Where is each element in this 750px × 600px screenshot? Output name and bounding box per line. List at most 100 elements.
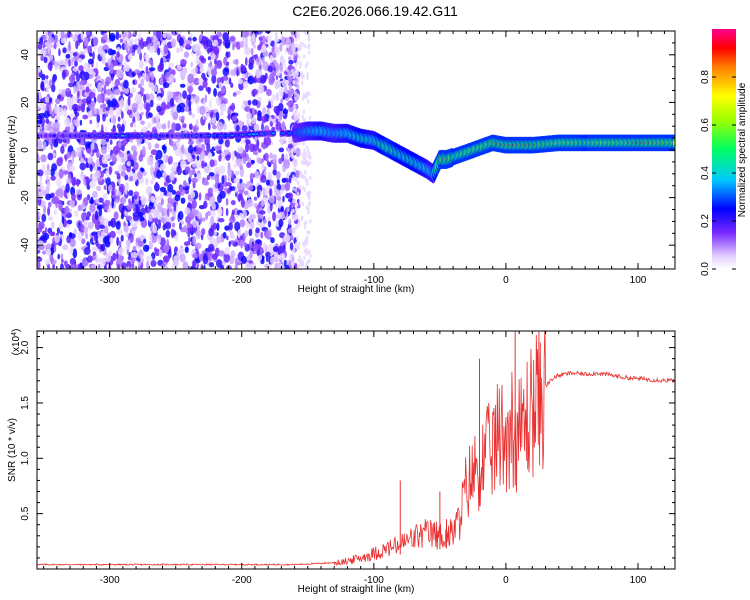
noise-blob — [184, 104, 189, 113]
noise-blob — [90, 142, 95, 151]
noise-blob — [228, 240, 231, 248]
noise-blob — [228, 255, 235, 265]
noise-blob — [295, 242, 298, 247]
noise-blob — [195, 242, 202, 250]
noise-blob — [192, 44, 199, 53]
noise-blob — [299, 61, 302, 67]
noise-blob — [284, 182, 291, 192]
noise-blob — [287, 148, 291, 153]
noise-blob — [292, 216, 296, 221]
noise-blob — [256, 157, 262, 164]
noise-blob — [75, 189, 83, 195]
noise-blob — [279, 253, 286, 261]
noise-blob — [175, 91, 180, 97]
noise-blob — [248, 263, 255, 269]
noise-blob — [205, 112, 210, 119]
noise-blob — [40, 80, 45, 90]
noise-blob — [89, 180, 96, 188]
noise-blob — [213, 39, 219, 46]
noise-blob — [163, 189, 168, 196]
noise-blob — [162, 255, 170, 263]
noise-blob — [98, 197, 104, 203]
noise-blob — [72, 56, 76, 63]
noise-blob — [295, 161, 298, 167]
noise-blob — [245, 56, 248, 66]
noise-blob — [72, 52, 78, 57]
noise-blob — [267, 243, 275, 254]
noise-blob — [175, 31, 183, 34]
noise-blob — [261, 56, 265, 64]
noise-blob — [71, 34, 77, 41]
noise-blob — [295, 147, 301, 158]
noise-blob — [287, 192, 294, 199]
noise-blob — [266, 88, 272, 97]
noise-blob — [38, 72, 42, 77]
noise-blob — [157, 47, 161, 56]
noise-blob — [138, 154, 144, 162]
noise-blob — [154, 143, 160, 149]
noise-blob — [136, 113, 140, 122]
snr-multiplier-close: ) — [11, 329, 22, 332]
noise-blob — [174, 149, 181, 157]
noise-blob — [131, 87, 136, 93]
noise-blob — [51, 163, 57, 172]
noise-blob — [102, 193, 108, 200]
noise-blob — [84, 37, 88, 47]
noise-blob — [147, 122, 152, 129]
noise-blob — [125, 239, 131, 247]
noise-blob — [104, 81, 110, 87]
noise-blob — [175, 94, 179, 103]
noise-blob — [234, 221, 241, 232]
noise-blob — [281, 177, 286, 183]
noise-blob — [277, 245, 284, 256]
noise-blob — [109, 32, 116, 42]
noise-blob — [44, 227, 48, 233]
noise-blob — [107, 48, 113, 56]
noise-blob — [85, 216, 90, 221]
noise-blob — [269, 202, 273, 212]
noise-blob — [240, 255, 247, 264]
noise-blob — [188, 123, 193, 130]
noise-blob — [102, 236, 109, 244]
noise-blob — [226, 235, 229, 241]
noise-blob — [308, 200, 312, 206]
noise-blob — [257, 44, 262, 51]
colorbar-label: Normalized spectral amplitude — [737, 82, 748, 217]
noise-blob — [145, 65, 149, 76]
noise-blob — [69, 74, 76, 83]
noise-blob — [240, 183, 247, 189]
noise-blob — [288, 174, 292, 184]
noise-blob — [120, 171, 127, 177]
noise-blob — [230, 82, 234, 88]
noise-blob — [155, 116, 159, 124]
noise-blob — [221, 75, 229, 81]
noise-blob — [147, 141, 152, 151]
noise-blob — [281, 121, 286, 131]
noise-blob — [177, 210, 184, 221]
noise-blob — [266, 230, 271, 240]
noise-blob — [64, 117, 71, 127]
noise-blob — [170, 228, 175, 239]
noise-blob — [286, 101, 292, 106]
noise-blob — [300, 80, 304, 85]
noise-blob — [235, 124, 240, 132]
noise-blob — [57, 253, 60, 260]
noise-blob — [225, 154, 231, 161]
noise-blob — [120, 156, 126, 164]
noise-blob — [111, 98, 118, 107]
noise-blob — [54, 234, 60, 244]
noise-blob — [208, 122, 211, 131]
noise-blob — [254, 170, 260, 179]
noise-blob — [62, 138, 68, 143]
noise-blob — [223, 56, 228, 66]
noise-blob — [52, 263, 56, 269]
noise-blob — [249, 172, 254, 182]
noise-blob — [284, 93, 289, 99]
noise-blob — [89, 164, 93, 172]
snr-background — [37, 331, 675, 569]
noise-blob — [202, 181, 210, 186]
noise-blob — [224, 39, 231, 49]
noise-blob — [99, 224, 105, 229]
noise-blob — [160, 101, 167, 111]
noise-blob — [202, 77, 208, 82]
